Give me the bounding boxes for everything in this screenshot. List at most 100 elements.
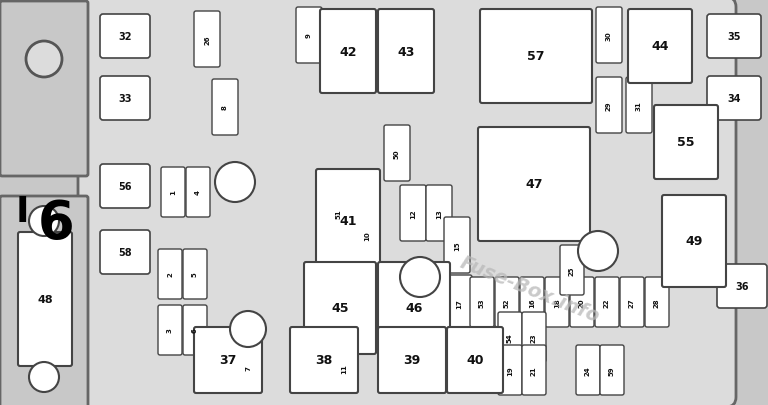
Text: 19: 19 <box>507 365 513 375</box>
FancyBboxPatch shape <box>600 345 624 395</box>
Text: 37: 37 <box>220 354 237 367</box>
FancyBboxPatch shape <box>480 10 592 104</box>
Text: 3: 3 <box>167 328 173 333</box>
Text: 52: 52 <box>504 298 510 307</box>
FancyBboxPatch shape <box>522 312 546 362</box>
Text: 45: 45 <box>331 302 349 315</box>
FancyBboxPatch shape <box>158 305 182 355</box>
FancyBboxPatch shape <box>626 78 652 134</box>
FancyBboxPatch shape <box>717 264 767 308</box>
FancyBboxPatch shape <box>654 106 718 179</box>
Text: 16: 16 <box>529 297 535 307</box>
Text: 48: 48 <box>37 294 53 304</box>
FancyBboxPatch shape <box>495 277 519 327</box>
FancyBboxPatch shape <box>290 327 358 393</box>
Text: 56: 56 <box>118 181 132 192</box>
FancyBboxPatch shape <box>662 196 726 287</box>
FancyBboxPatch shape <box>620 277 644 327</box>
FancyBboxPatch shape <box>446 275 472 331</box>
Circle shape <box>26 42 62 78</box>
Text: 43: 43 <box>397 45 415 58</box>
Text: 55: 55 <box>677 136 695 149</box>
Text: 20: 20 <box>579 297 585 307</box>
Text: 31: 31 <box>636 101 642 111</box>
Text: 50: 50 <box>394 149 400 158</box>
Text: 39: 39 <box>403 354 421 367</box>
FancyBboxPatch shape <box>100 15 150 59</box>
Text: 26: 26 <box>204 35 210 45</box>
FancyBboxPatch shape <box>707 77 761 121</box>
Text: 44: 44 <box>651 40 669 53</box>
Text: 6: 6 <box>192 328 198 333</box>
Text: 22: 22 <box>604 298 610 307</box>
Text: 47: 47 <box>525 178 543 191</box>
FancyBboxPatch shape <box>560 245 584 295</box>
FancyBboxPatch shape <box>100 164 150 209</box>
FancyBboxPatch shape <box>596 8 622 64</box>
FancyBboxPatch shape <box>384 126 410 181</box>
Circle shape <box>29 207 59 237</box>
FancyBboxPatch shape <box>378 327 446 393</box>
Text: 54: 54 <box>507 333 513 342</box>
Circle shape <box>29 362 59 392</box>
FancyBboxPatch shape <box>628 10 692 84</box>
FancyBboxPatch shape <box>520 277 544 327</box>
FancyBboxPatch shape <box>236 343 260 393</box>
FancyBboxPatch shape <box>354 207 380 263</box>
FancyBboxPatch shape <box>595 277 619 327</box>
Text: 18: 18 <box>554 297 560 307</box>
Text: 1: 1 <box>170 190 176 195</box>
FancyBboxPatch shape <box>183 249 207 299</box>
Text: 59: 59 <box>609 365 615 375</box>
Text: 57: 57 <box>528 50 545 63</box>
Text: I: I <box>16 194 29 228</box>
Circle shape <box>215 162 255 202</box>
FancyBboxPatch shape <box>498 312 522 362</box>
Text: 53: 53 <box>479 297 485 307</box>
Text: 32: 32 <box>118 32 132 42</box>
FancyBboxPatch shape <box>100 230 150 274</box>
Text: 11: 11 <box>341 363 347 373</box>
FancyBboxPatch shape <box>707 15 761 59</box>
Text: 41: 41 <box>339 215 357 228</box>
FancyBboxPatch shape <box>576 345 600 395</box>
FancyBboxPatch shape <box>158 249 182 299</box>
FancyBboxPatch shape <box>78 0 736 405</box>
Text: 46: 46 <box>406 302 422 315</box>
Text: 21: 21 <box>531 365 537 375</box>
Text: 12: 12 <box>410 209 416 218</box>
Text: 29: 29 <box>606 101 612 111</box>
Text: 51: 51 <box>336 209 342 218</box>
FancyBboxPatch shape <box>316 170 380 273</box>
FancyBboxPatch shape <box>400 185 426 241</box>
Text: 6: 6 <box>38 198 74 249</box>
Text: 35: 35 <box>727 32 741 42</box>
FancyBboxPatch shape <box>498 345 522 395</box>
FancyBboxPatch shape <box>447 327 503 393</box>
FancyBboxPatch shape <box>522 345 546 395</box>
Text: 25: 25 <box>569 266 575 275</box>
Text: 40: 40 <box>466 354 484 367</box>
Text: 38: 38 <box>316 354 333 367</box>
Text: 10: 10 <box>364 230 370 240</box>
FancyBboxPatch shape <box>470 277 494 327</box>
FancyBboxPatch shape <box>0 2 88 177</box>
Text: 34: 34 <box>727 94 741 104</box>
Text: 13: 13 <box>436 209 442 218</box>
Text: 23: 23 <box>531 333 537 342</box>
Text: 17: 17 <box>456 298 462 308</box>
Text: 7: 7 <box>245 366 251 371</box>
Text: 4: 4 <box>195 190 201 195</box>
Text: 58: 58 <box>118 247 132 257</box>
Circle shape <box>230 311 266 347</box>
FancyBboxPatch shape <box>161 168 185 217</box>
FancyBboxPatch shape <box>18 232 72 366</box>
FancyBboxPatch shape <box>478 128 590 241</box>
Text: 27: 27 <box>629 297 635 307</box>
FancyBboxPatch shape <box>183 305 207 355</box>
FancyBboxPatch shape <box>596 78 622 134</box>
Text: 2: 2 <box>167 272 173 277</box>
FancyBboxPatch shape <box>0 196 88 405</box>
FancyBboxPatch shape <box>332 343 356 393</box>
FancyBboxPatch shape <box>378 262 450 354</box>
